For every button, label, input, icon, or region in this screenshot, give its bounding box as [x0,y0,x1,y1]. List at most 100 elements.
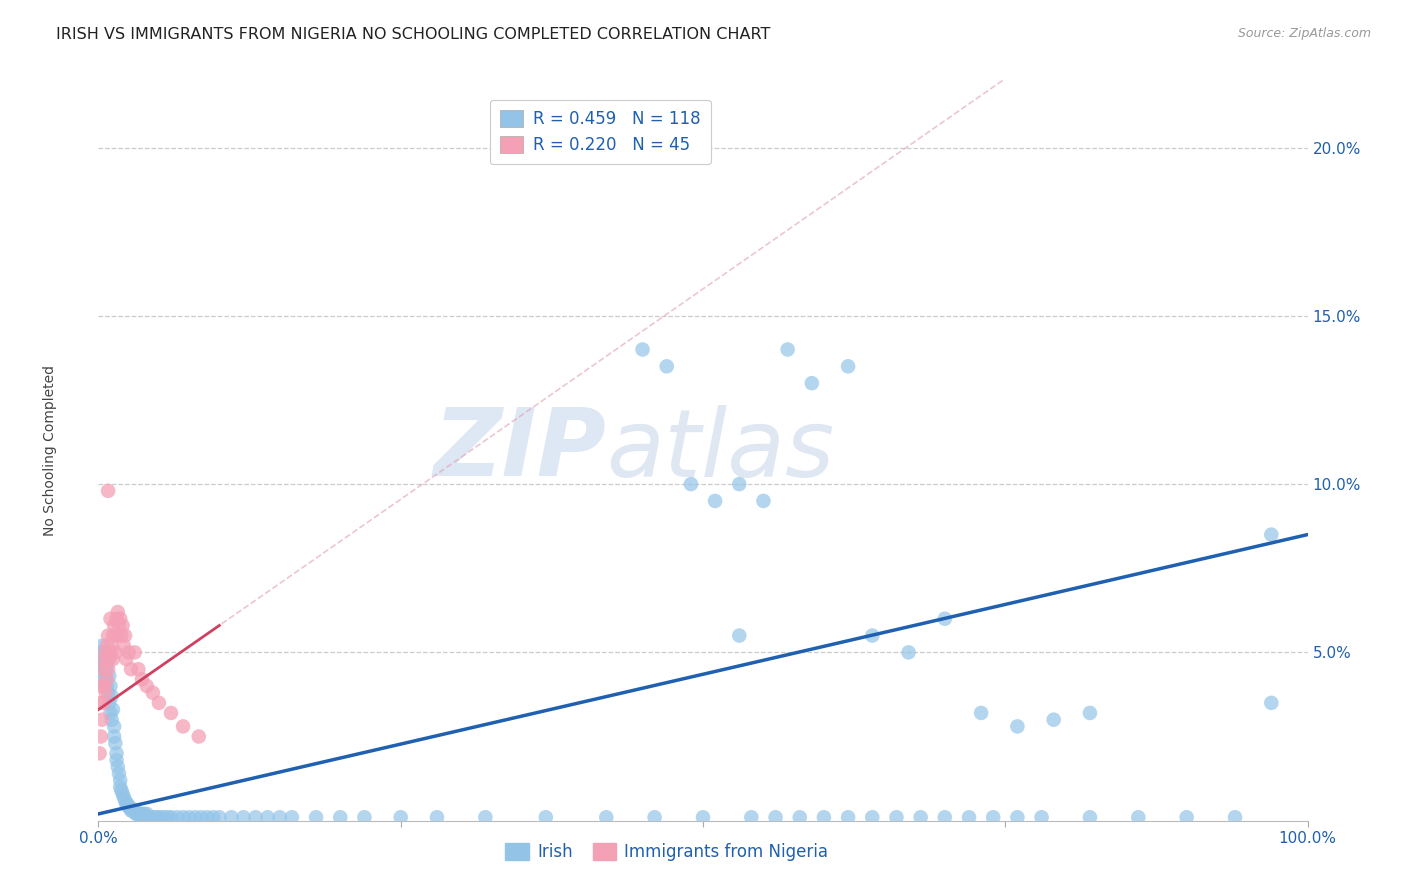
Point [91,662,114,676]
Point [1078,706,1101,720]
Point [105,628,128,642]
Point [104,645,127,659]
Point [121,804,143,818]
Point [692,810,714,824]
Point [1223,810,1246,824]
Point [245,810,267,824]
Point [101,703,124,717]
Point [104,736,127,750]
Point [100,689,122,703]
Point [89,747,111,761]
Point [93,662,115,676]
Point [111,618,134,632]
Point [1175,810,1198,824]
Text: Source: ZipAtlas.com: Source: ZipAtlas.com [1237,27,1371,40]
Point [131,673,153,687]
Point [107,760,129,774]
Point [103,618,125,632]
Point [160,706,183,720]
Point [281,810,304,824]
Point [305,810,328,824]
Point [1042,713,1064,727]
Point [124,804,146,818]
Point [97,652,120,666]
Point [813,810,835,824]
Point [910,810,932,824]
Point [728,477,751,491]
Point [127,806,149,821]
Point [108,780,131,794]
Point [98,669,121,683]
Point [474,810,496,824]
Text: No Schooling Completed: No Schooling Completed [44,365,58,536]
Point [129,806,152,821]
Point [148,696,170,710]
Point [595,810,617,824]
Point [145,810,167,824]
Point [776,343,799,357]
Point [142,686,165,700]
Point [860,810,883,824]
Point [103,730,125,744]
Point [108,766,131,780]
Point [644,810,666,824]
Text: ZIP: ZIP [433,404,606,497]
Point [172,719,194,733]
Point [91,696,114,710]
Point [160,810,183,824]
Point [202,810,225,824]
Point [98,696,121,710]
Point [860,628,883,642]
Point [389,810,412,824]
Point [93,679,115,693]
Point [91,675,114,690]
Point [90,696,112,710]
Point [91,679,114,693]
Point [120,804,142,818]
Point [94,686,117,700]
Point [118,800,141,814]
Point [97,483,120,498]
Point [118,645,141,659]
Point [114,793,136,807]
Text: IRISH VS IMMIGRANTS FROM NIGERIA NO SCHOOLING COMPLETED CORRELATION CHART: IRISH VS IMMIGRANTS FROM NIGERIA NO SCHO… [56,27,770,42]
Point [96,679,118,693]
Point [1078,810,1101,824]
Point [90,652,112,666]
Point [534,810,557,824]
Point [89,645,111,659]
Point [135,806,157,821]
Point [94,645,117,659]
Point [112,639,135,653]
Point [91,665,114,680]
Point [329,810,352,824]
Point [94,645,117,659]
Point [184,810,207,824]
Point [789,810,811,824]
Point [655,359,678,374]
Point [105,612,128,626]
Point [90,730,112,744]
Point [1128,810,1150,824]
Point [125,806,148,821]
Point [957,810,980,824]
Point [127,806,149,821]
Point [105,753,128,767]
Point [96,639,118,653]
Point [97,662,120,676]
Point [141,810,163,824]
Point [195,810,218,824]
Point [93,652,115,666]
Point [886,810,908,824]
Point [96,658,118,673]
Point [115,652,138,666]
Point [679,477,702,491]
Point [631,343,654,357]
Point [110,783,132,797]
Point [100,679,122,693]
Point [728,628,751,642]
Point [150,810,173,824]
Point [111,787,134,801]
Point [208,810,231,824]
Point [118,800,141,814]
